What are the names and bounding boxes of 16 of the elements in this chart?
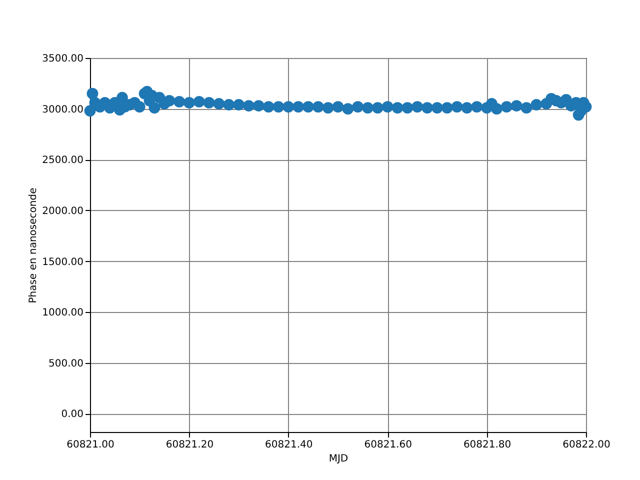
y-tick-label: 500.00 bbox=[48, 358, 84, 370]
y-tick-label: 0.00 bbox=[61, 409, 84, 420]
y-tick-label: 3000.00 bbox=[42, 104, 84, 116]
x-axis-title: MJD bbox=[328, 454, 348, 464]
y-tick-label: 1500.00 bbox=[42, 256, 84, 268]
y-tick-label: 1000.00 bbox=[42, 308, 84, 319]
y-axis-title: Phase en nanoseconde bbox=[28, 188, 40, 304]
x-tick-label: 60821.20 bbox=[166, 440, 214, 450]
y-tick-label: 3500.00 bbox=[42, 54, 84, 64]
x-tick-label: 60821.60 bbox=[364, 440, 412, 450]
y-tick-label: 2500.00 bbox=[42, 155, 84, 166]
x-tick-label: 60822.00 bbox=[562, 440, 610, 450]
y-tick-label: 2000.00 bbox=[42, 206, 84, 217]
x-tick-label: 60821.40 bbox=[265, 440, 313, 450]
x-tick-label: 60821.80 bbox=[463, 440, 512, 450]
x-tick-label: 60821.00 bbox=[66, 440, 114, 450]
